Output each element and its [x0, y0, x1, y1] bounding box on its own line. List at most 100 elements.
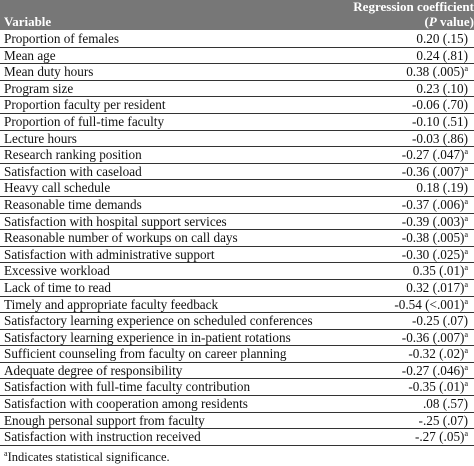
- value-cell: -0.03 (.86): [412, 131, 468, 147]
- table-row: Program size 0.23 (.10): [0, 81, 474, 98]
- coefficient-text: -0.03 (.86): [411, 130, 468, 146]
- coefficient-text: -0.27 (.046): [401, 362, 465, 378]
- value-cell: -0.06 (.70): [412, 97, 468, 113]
- table-row: Adequate degree of responsibility -0.27 (…: [0, 363, 474, 380]
- table-row: Enough personal support from faculty -.25…: [0, 413, 474, 430]
- value-cell: 0.20 (.15): [416, 31, 468, 47]
- table-row: Satisfaction with cooperation among resi…: [0, 396, 474, 413]
- value-cell: -0.35 (.01)a: [408, 379, 468, 395]
- table-row: Research ranking position -0.27 (.047)a: [0, 147, 474, 164]
- value-cell: -.27 (.05)a: [415, 429, 468, 445]
- value-cell: -0.32 (.02)a: [408, 346, 468, 362]
- significance-mark: a: [464, 64, 468, 74]
- coefficient-text: -0.06 (.70): [411, 97, 468, 113]
- variable-cell: Program size: [4, 80, 74, 96]
- header-coef-line2: (P value): [353, 14, 474, 29]
- coefficient-text: -0.32 (.02): [408, 346, 465, 362]
- table-row: Timely and appropriate faculty feedback -…: [0, 297, 474, 314]
- table-header: Variable Regression coefficient (P value…: [0, 0, 474, 30]
- coefficient-text: -0.30 (.025): [401, 246, 465, 262]
- coefficient-text: -.27 (.05): [414, 429, 465, 445]
- header-coef-line1: Regression coefficient: [353, 0, 474, 14]
- significance-mark: a: [464, 196, 468, 206]
- coefficient-text: 0.32 (.017): [406, 279, 465, 295]
- footnote: aIndicates statistical significance.: [4, 450, 170, 465]
- coefficient-text: -0.27 (.047): [401, 147, 465, 163]
- value-cell: -0.36 (.007)a: [402, 164, 468, 180]
- variable-cell: Reasonable time demands: [4, 196, 142, 212]
- variable-cell: Reasonable number of workups on call day…: [4, 230, 238, 246]
- coefficient-text: -0.38 (.005): [401, 230, 465, 246]
- value-cell: -0.27 (.047)a: [402, 147, 468, 163]
- variable-cell: Proportion faculty per resident: [4, 97, 166, 113]
- variable-cell: Proportion of females: [4, 31, 119, 46]
- significance-mark: a: [464, 379, 468, 389]
- coefficient-text: 0.18 (.19): [416, 180, 468, 196]
- variable-cell: Lecture hours: [4, 130, 77, 146]
- table-row: Reasonable number of workups on call day…: [0, 230, 474, 247]
- coefficient-text: 0.38 (.005): [406, 64, 465, 80]
- variable-cell: Satisfaction with cooperation among resi…: [4, 396, 248, 412]
- variable-cell: Timely and appropriate faculty feedback: [4, 296, 219, 312]
- significance-mark: a: [464, 163, 468, 173]
- variable-cell: Adequate degree of responsibility: [4, 362, 183, 378]
- significance-mark: a: [464, 296, 468, 306]
- coefficient-text: -0.37 (.006): [401, 196, 465, 212]
- table-row: Lecture hours -0.03 (.86): [0, 131, 474, 148]
- variable-cell: Satisfaction with full-time faculty cont…: [4, 379, 251, 395]
- variable-cell: Satisfaction with administrative support: [4, 246, 215, 262]
- table-row: Reasonable time demands -0.37 (.006)a: [0, 197, 474, 214]
- variable-cell: Satisfaction with hospital support servi…: [4, 213, 227, 229]
- coefficient-text: .08 (.57): [422, 396, 468, 412]
- variable-cell: Satisfaction with instruction received: [4, 429, 201, 445]
- value-cell: 0.24 (.81): [416, 48, 468, 64]
- value-cell: -0.39 (.003)a: [402, 214, 468, 230]
- significance-mark: a: [464, 213, 468, 223]
- coefficient-text: 0.24 (.81): [416, 47, 468, 63]
- table-row: Proportion of full-time faculty -0.10 (.5…: [0, 114, 474, 131]
- variable-cell: Excessive workload: [4, 263, 110, 279]
- value-cell: -0.30 (.025)a: [402, 247, 468, 263]
- header-coef-close: value): [436, 14, 474, 29]
- variable-cell: Proportion of full-time faculty: [4, 113, 165, 129]
- table-row: Satisfaction with administrative support…: [0, 247, 474, 264]
- coefficient-text: -0.36 (.007): [401, 163, 465, 179]
- header-coef-p: P: [428, 14, 437, 29]
- table-row: Satisfaction with hospital support servi…: [0, 214, 474, 231]
- table-row: Satisfactory learning experience on sche…: [0, 313, 474, 330]
- coefficient-text: -0.10 (.51): [411, 113, 468, 129]
- significance-mark: a: [464, 346, 468, 356]
- table-row: Satisfactory learning experience in in-p…: [0, 330, 474, 347]
- significance-mark: a: [464, 279, 468, 289]
- significance-mark: a: [464, 246, 468, 256]
- value-cell: 0.23 (.10): [416, 81, 468, 97]
- table-row: Proportion faculty per resident -0.06 (.7…: [0, 97, 474, 114]
- footnote-text: Indicates statistical significance.: [7, 450, 170, 464]
- value-cell: -0.36 (.007)a: [402, 330, 468, 346]
- header-coefficient: Regression coefficient (P value): [353, 0, 474, 29]
- value-cell: 0.38 (.005)a: [406, 64, 468, 80]
- value-cell: .08 (.57): [423, 396, 468, 412]
- value-cell: -0.54 (<.001)a: [394, 297, 468, 313]
- table-row: Lack of time to read 0.32 (.017)a: [0, 280, 474, 297]
- table-row: Sufficient counseling from faculty on ca…: [0, 346, 474, 363]
- table-row: Mean age 0.24 (.81): [0, 48, 474, 65]
- variable-cell: Heavy call schedule: [4, 180, 111, 196]
- value-cell: -0.10 (.51): [412, 114, 468, 130]
- variable-cell: Mean duty hours: [4, 64, 94, 80]
- coefficient-text: 0.35 (.01): [412, 263, 465, 279]
- value-cell: -0.27 (.046)a: [402, 363, 468, 379]
- footnote-mark: a: [4, 449, 8, 458]
- coefficient-text: 0.23 (.10): [416, 80, 468, 96]
- variable-cell: Satisfaction with caseload: [4, 163, 142, 179]
- table-body: Proportion of females 0.20 (.15) Mean age 0…: [0, 31, 474, 446]
- variable-cell: Satisfactory learning experience in in-p…: [4, 329, 291, 345]
- header-coef-open: (: [424, 14, 429, 29]
- significance-mark: a: [464, 263, 468, 273]
- significance-mark: a: [464, 147, 468, 157]
- coefficient-text: 0.20 (.15): [416, 31, 468, 46]
- header-variable: Variable: [4, 14, 52, 29]
- significance-mark: a: [464, 329, 468, 339]
- significance-mark: a: [464, 429, 468, 439]
